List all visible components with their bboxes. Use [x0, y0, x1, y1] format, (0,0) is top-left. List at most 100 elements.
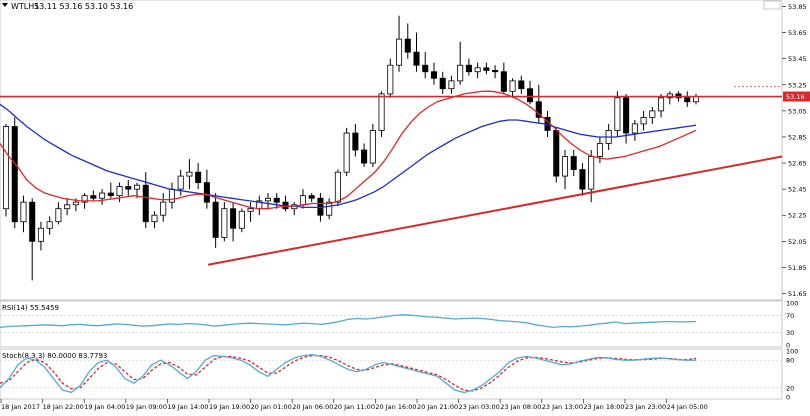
candle-bear: [483, 67, 490, 71]
stoch-series: [0, 354, 697, 394]
time-tick-label: 23 Jan 13:00: [542, 403, 583, 411]
rsi-tick-label: 0: [786, 342, 790, 350]
stoch-tick-label: 0: [786, 394, 790, 402]
candle-bear: [352, 132, 359, 151]
rsi-axis: 100 70 30 0: [0, 300, 798, 350]
time-axis: 18 Jan 2017 18 Jan 22:00 19 Jan 04:00 19 Ja…: [0, 399, 708, 411]
time-tick-label: 20 Jan 16:00: [375, 403, 416, 411]
ma-fast-line: [0, 90, 697, 210]
candle-bull: [631, 123, 638, 134]
price-badge: [783, 91, 810, 102]
candle-bear: [553, 130, 560, 177]
candle-bear: [230, 208, 237, 229]
candle-bear: [404, 38, 411, 53]
dropdown-arrow-icon[interactable]: [2, 3, 8, 7]
candle-bear: [570, 156, 577, 170]
candle-bull: [64, 204, 71, 210]
price-tick-label: 53.45: [788, 55, 807, 63]
candle-bear: [439, 77, 446, 90]
candle-bull: [116, 186, 123, 197]
candle-bear: [684, 97, 691, 103]
candle-bull: [168, 188, 175, 203]
candle-bull: [55, 208, 62, 223]
candle-bull: [334, 171, 341, 203]
stoch-main-line: [0, 354, 696, 394]
candle-bull: [2, 126, 10, 210]
rsi-series: [0, 314, 697, 329]
candle-bear: [500, 71, 507, 92]
time-tick-label: 19 Jan 09:00: [126, 403, 167, 411]
rsi-tick-label: 100: [786, 300, 798, 308]
time-tick-label: 23 Jan 23:00: [625, 403, 666, 411]
candle-bull: [160, 201, 167, 216]
ma-slow-line: [0, 103, 697, 209]
candle-bear: [203, 182, 210, 203]
candle-bear: [430, 71, 437, 79]
stoch-tick-label: 100: [786, 348, 798, 356]
candle-bull: [387, 64, 394, 95]
time-tick-label: 20 Jan 11:00: [334, 403, 375, 411]
support-trendline: [207, 155, 783, 266]
stoch-tick-label: 80: [786, 357, 794, 365]
candle-bull: [396, 38, 403, 66]
time-tick-label: 20 Jan 21:00: [417, 403, 458, 411]
candle-bull: [369, 130, 376, 164]
time-tick-label: 24 Jan 05:00: [667, 403, 708, 411]
candle-bear: [29, 201, 36, 242]
candle-bull: [72, 201, 79, 206]
candlestick-series: [2, 15, 700, 281]
ohlc-label: 53.11 53.16 53.10 53.16: [34, 2, 133, 11]
candle-bull: [343, 132, 350, 173]
candle-bear: [308, 195, 315, 199]
candle-bear: [413, 51, 420, 66]
time-tick-label: 18 Jan 22:00: [43, 403, 84, 411]
maximize-icon[interactable]: [763, 0, 781, 10]
time-tick-label: 20 Jan 01:00: [251, 403, 292, 411]
price-tick-label: 52.45: [788, 186, 807, 194]
time-tick-label: 19 Jan 04:00: [84, 403, 125, 411]
price-tick-label: 53.65: [788, 29, 807, 37]
candle-bull: [561, 156, 569, 177]
candle-bull: [649, 110, 656, 118]
candle-bull: [474, 67, 481, 73]
candle-bear: [90, 195, 97, 199]
candle-bull: [99, 192, 106, 199]
candle-bull: [247, 208, 254, 212]
time-tick-label: 23 Jan 18:00: [583, 403, 624, 411]
price-tick-label: 53.05: [788, 107, 807, 115]
candle-bull: [177, 175, 184, 190]
price-axis: 53.85 53.65 53.45 53.25 53.05 52.85 52.65 52.45…: [782, 3, 807, 298]
rsi-label: RSI(14) 55.5459: [2, 304, 59, 312]
price-tick-label: 53.85: [788, 3, 807, 11]
price-badge-group: 53.16: [783, 91, 810, 102]
price-tick-label: 52.05: [788, 238, 807, 246]
candle-bull: [326, 201, 333, 216]
candle-bear: [535, 101, 542, 118]
candle-bear: [422, 64, 429, 73]
stoch-panel-frame: [0, 348, 783, 400]
candle-bear: [361, 149, 368, 164]
candle-bull: [133, 184, 141, 190]
candle-bear: [527, 88, 534, 103]
rsi-panel-frame: [0, 300, 783, 348]
candle-bear: [11, 126, 18, 223]
candle-bull: [448, 80, 455, 90]
candle-bull: [151, 214, 158, 223]
candle-bull: [509, 80, 516, 92]
candle-bear: [492, 70, 499, 73]
time-tick-label: 20 Jan 06:00: [292, 403, 333, 411]
candle-bull: [658, 97, 665, 112]
price-tick-label: 52.65: [788, 160, 807, 168]
candle-bull: [640, 116, 647, 125]
price-tick-label: 53.25: [788, 81, 807, 89]
candle-bear: [579, 169, 586, 190]
candle-bear: [125, 186, 132, 190]
price-tick-label: 51.65: [788, 290, 807, 298]
stoch-label: Stoch(8,3,3) 80.0000 83.7793: [2, 352, 107, 360]
candle-bull: [588, 156, 595, 190]
candle-bear: [212, 201, 219, 238]
candle-bear: [142, 184, 149, 223]
price-tick-label: 52.85: [788, 133, 807, 141]
